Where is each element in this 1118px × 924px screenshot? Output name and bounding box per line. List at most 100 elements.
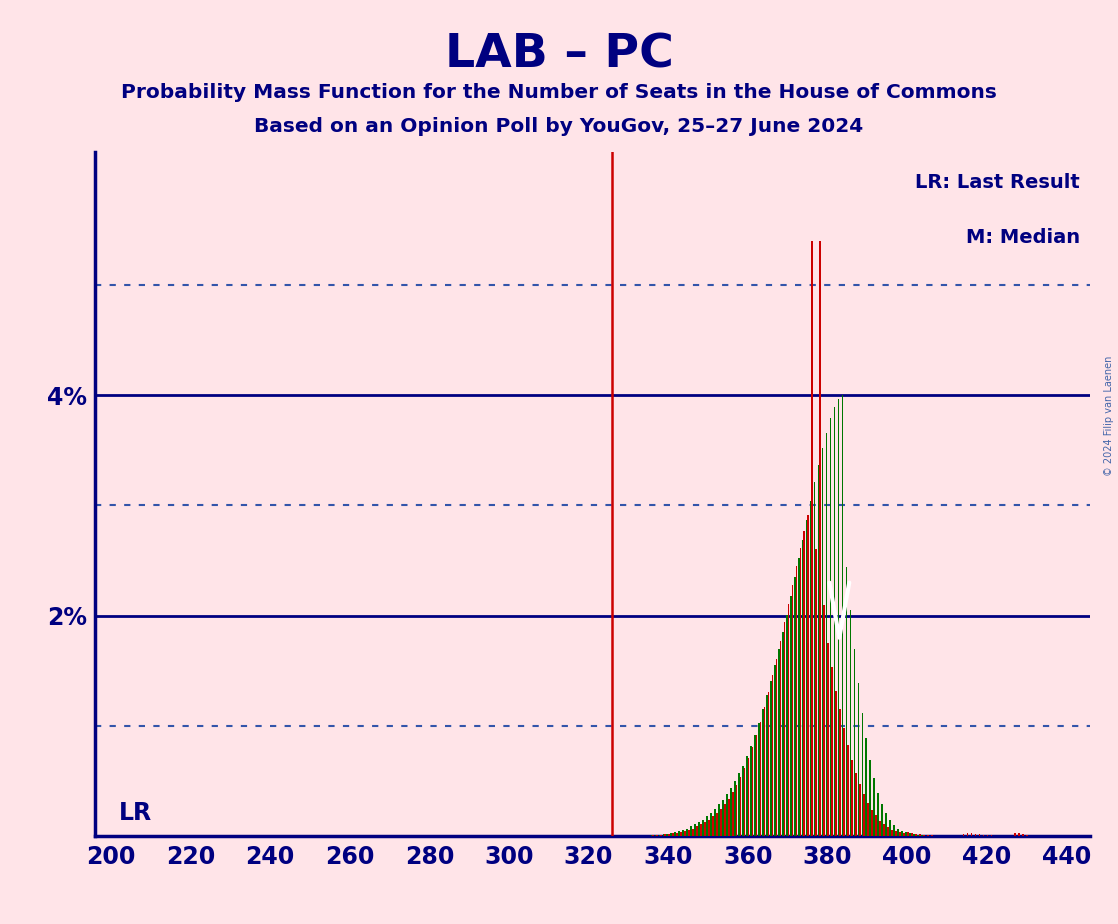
Bar [975, 834, 976, 836]
Bar [663, 834, 664, 836]
Bar [798, 558, 799, 836]
Bar [710, 813, 712, 836]
Bar [661, 835, 662, 836]
Bar [881, 804, 883, 836]
Bar [722, 800, 723, 836]
Bar [779, 641, 781, 836]
Bar [891, 830, 892, 836]
Bar [762, 710, 764, 836]
Bar [796, 566, 797, 836]
Bar [760, 722, 761, 836]
Bar [832, 667, 833, 836]
Bar [736, 785, 738, 836]
Bar [865, 738, 868, 836]
Bar [827, 643, 830, 836]
Bar [802, 540, 804, 836]
Bar [707, 817, 708, 836]
Bar [963, 834, 965, 836]
Bar [911, 833, 912, 836]
Bar [860, 784, 861, 836]
Bar [978, 834, 980, 836]
Bar [922, 835, 925, 836]
Bar [903, 833, 904, 836]
Bar [847, 745, 849, 836]
Bar [842, 395, 843, 836]
Bar [850, 610, 851, 836]
Bar [967, 833, 968, 836]
Text: LR: Last Result: LR: Last Result [916, 173, 1080, 192]
Bar [840, 710, 841, 836]
Bar [743, 768, 746, 836]
Bar [814, 482, 815, 836]
Bar [691, 826, 692, 836]
Bar [740, 777, 741, 836]
Bar [768, 692, 769, 836]
Bar [1026, 835, 1029, 836]
Bar [855, 773, 856, 836]
Bar [919, 834, 920, 836]
Bar [720, 808, 721, 836]
Bar [822, 448, 823, 836]
Bar [702, 820, 704, 836]
Bar [835, 690, 837, 836]
Bar [1022, 834, 1024, 836]
Bar [909, 833, 911, 836]
Bar [809, 501, 812, 836]
Bar [843, 728, 845, 836]
Bar [674, 832, 676, 836]
Bar [699, 821, 700, 836]
Bar [819, 240, 821, 836]
Bar [692, 829, 693, 836]
Bar [688, 830, 690, 836]
Bar [983, 835, 984, 836]
Bar [868, 803, 869, 836]
Bar [907, 832, 909, 836]
Bar [771, 675, 774, 836]
Bar [915, 834, 917, 836]
Bar [651, 835, 652, 836]
Bar [680, 832, 682, 836]
Text: LR: LR [119, 801, 152, 825]
Bar [686, 829, 688, 836]
Bar [684, 831, 685, 836]
Bar [750, 746, 751, 836]
Bar [770, 681, 771, 836]
Bar [806, 519, 807, 836]
Bar [786, 614, 787, 836]
Text: © 2024 Filip van Laenen: © 2024 Filip van Laenen [1105, 356, 1114, 476]
Bar [766, 695, 768, 836]
Bar [708, 820, 710, 836]
Bar [792, 585, 793, 836]
Bar [694, 824, 697, 836]
Bar [898, 829, 899, 836]
Bar [776, 659, 777, 836]
Bar [659, 835, 661, 836]
Bar [671, 833, 672, 836]
Bar [991, 835, 992, 836]
Bar [716, 813, 718, 836]
Bar [748, 758, 749, 836]
Text: M: Median: M: Median [966, 227, 1080, 247]
Bar [871, 809, 873, 836]
Bar [728, 798, 730, 836]
Bar [718, 804, 720, 836]
Text: Based on an Opinion Poll by YouGov, 25–27 June 2024: Based on an Opinion Poll by YouGov, 25–2… [255, 117, 863, 137]
Bar [784, 622, 785, 836]
Bar [883, 824, 884, 836]
Bar [826, 432, 827, 836]
Bar [893, 825, 896, 836]
Bar [834, 407, 835, 836]
Bar [654, 835, 656, 836]
Bar [863, 795, 865, 836]
Bar [700, 824, 702, 836]
Bar [751, 747, 754, 836]
Bar [885, 813, 887, 836]
Bar [723, 804, 726, 836]
Bar [823, 604, 825, 836]
Bar [735, 781, 736, 836]
Bar [901, 831, 903, 836]
Bar [781, 632, 784, 836]
Bar [669, 834, 670, 836]
Bar [697, 826, 698, 836]
Bar [879, 821, 881, 836]
